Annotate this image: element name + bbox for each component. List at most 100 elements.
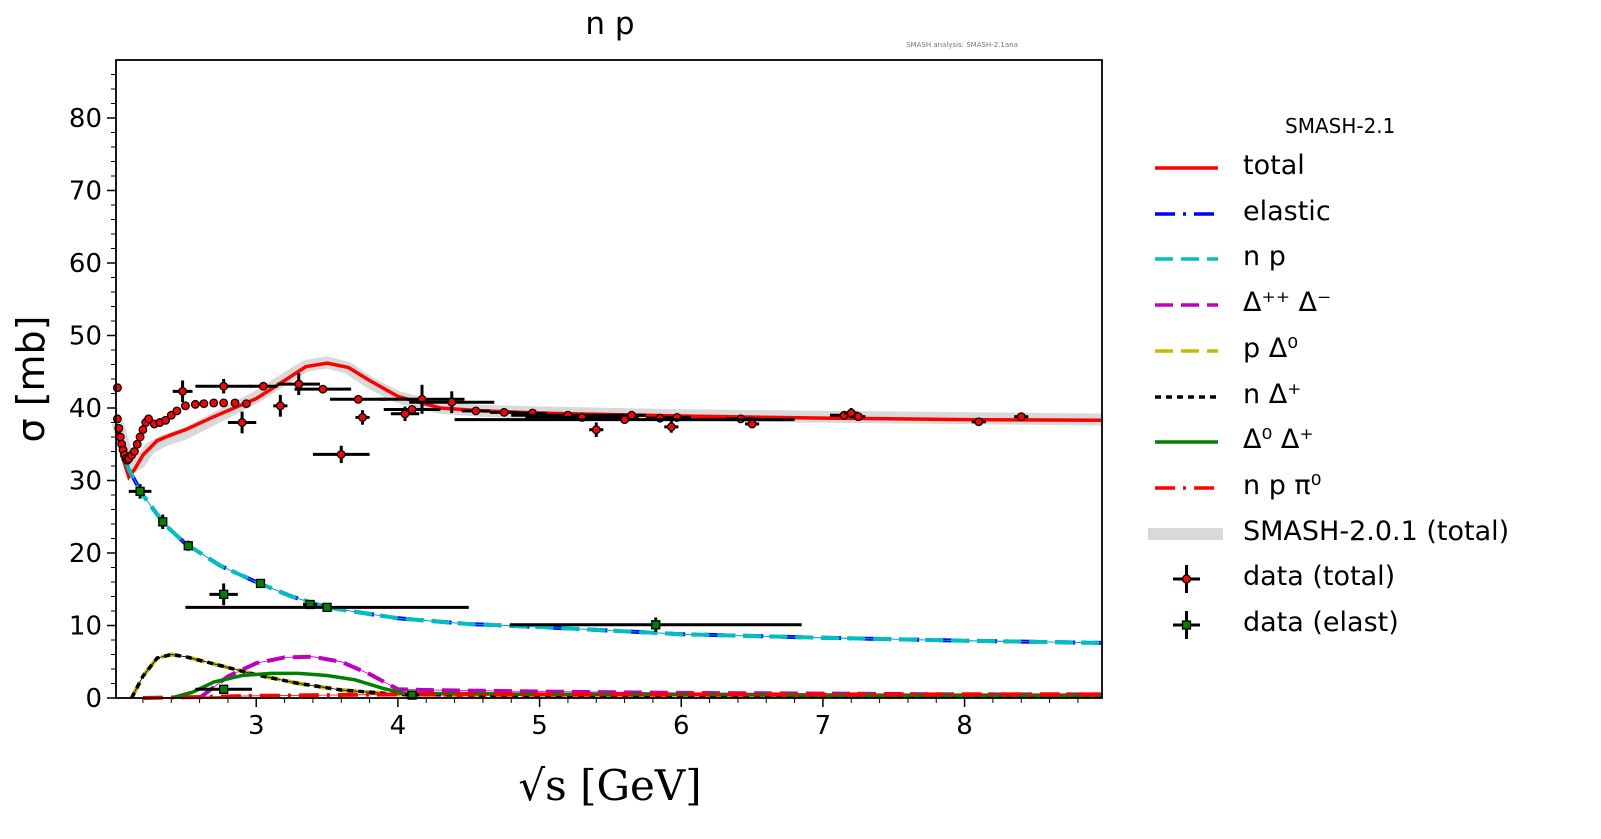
data-point-total	[355, 410, 370, 425]
marker	[666, 422, 676, 432]
data-point-total	[589, 422, 604, 437]
legend-swatch	[1155, 440, 1218, 444]
x-tick-label: 4	[390, 711, 407, 741]
marker	[166, 410, 176, 420]
marker	[237, 418, 247, 427]
legend-label: Δ⁰ Δ⁺	[1243, 424, 1314, 456]
legend-swatch	[1148, 527, 1223, 540]
data-point-total	[490, 407, 519, 417]
marker	[1016, 412, 1026, 422]
marker	[219, 398, 229, 408]
data-point-total	[195, 379, 252, 394]
marker	[178, 386, 188, 396]
legend-swatch	[1155, 486, 1218, 490]
y-tick-label: 80	[69, 104, 102, 134]
series-n-p	[115, 436, 1103, 645]
data-point-total	[135, 432, 145, 442]
data-point-total	[172, 406, 182, 416]
legend-swatch	[1155, 394, 1218, 399]
legend-entry: data (elast)	[1148, 605, 1588, 645]
data-point-total	[219, 398, 229, 408]
legend-label: data (total)	[1243, 561, 1396, 593]
data-point-total	[166, 410, 176, 420]
data-point-total	[454, 415, 795, 425]
y-tick-label: 10	[69, 612, 102, 642]
marker	[183, 541, 193, 551]
data-point-elast	[185, 602, 469, 613]
marker	[112, 414, 122, 424]
marker	[258, 381, 268, 391]
legend-swatch	[1155, 349, 1218, 353]
marker	[407, 405, 417, 414]
data-point-total	[227, 411, 257, 434]
data-point-total	[461, 406, 490, 416]
legend-label: elastic	[1243, 195, 1331, 227]
data-point-total	[209, 398, 219, 408]
y-tick-label: 40	[69, 394, 102, 424]
data-point-total	[241, 399, 251, 409]
data-point-total	[161, 415, 171, 425]
data-point-elast	[128, 484, 152, 499]
data-point-elast	[209, 583, 238, 606]
y-tick-label: 30	[69, 467, 102, 497]
marker	[172, 406, 182, 416]
x-tick-label: 3	[248, 711, 265, 741]
legend-label: p Δ⁰	[1243, 332, 1299, 364]
marker	[112, 383, 122, 393]
series-n-p-thin	[117, 436, 1103, 644]
data-point-total	[1014, 412, 1029, 422]
series-p--thin	[131, 654, 1102, 699]
data-point-total	[115, 432, 125, 442]
data-point-elast	[158, 514, 168, 530]
legend-label: n p	[1243, 241, 1286, 273]
marker	[132, 439, 142, 449]
legend-swatch	[1155, 211, 1218, 216]
data-point-elast	[255, 578, 266, 589]
x-tick-label: 6	[673, 711, 690, 741]
marker	[318, 384, 328, 394]
y-tick-label: 0	[85, 684, 102, 714]
legend-entry: n p	[1148, 239, 1588, 279]
y-tick-label: 70	[69, 177, 102, 207]
legend-entry: SMASH-2.0.1 (total)	[1148, 514, 1588, 554]
series-n-	[130, 652, 1102, 699]
marker	[114, 423, 124, 433]
marker	[627, 410, 637, 420]
x-axis-label: √s [GeV]	[518, 761, 701, 810]
data-point-total	[144, 414, 154, 424]
marker	[135, 486, 145, 497]
chart-annotation: SMASH analysis: SMASH-2.1ana	[906, 41, 1018, 49]
data-point-total	[199, 399, 209, 409]
legend-entry: n Δ⁺	[1148, 377, 1588, 417]
data-point-total	[129, 447, 139, 456]
marker	[219, 684, 229, 694]
marker	[353, 394, 363, 404]
data-point-total	[294, 384, 352, 394]
marker	[190, 399, 200, 409]
marker	[499, 407, 509, 417]
y-tick-label: 50	[69, 322, 102, 352]
legend-label: n p π⁰	[1243, 469, 1322, 501]
marker	[651, 620, 661, 630]
data-point-total	[664, 421, 679, 433]
data-point-total	[149, 419, 159, 429]
data-point-total	[851, 412, 866, 422]
x-tick-label: 7	[815, 711, 832, 741]
legend-label: n Δ⁺	[1243, 378, 1302, 410]
marker	[747, 419, 757, 429]
data-point-total	[249, 381, 278, 391]
legend-swatch	[1173, 611, 1200, 639]
series-p-	[129, 652, 1102, 699]
data-point-total	[312, 445, 370, 464]
data-point-total	[172, 380, 193, 403]
marker	[138, 425, 148, 435]
legend-swatch	[1173, 565, 1200, 594]
marker	[230, 398, 240, 408]
chart-title: n p	[585, 6, 634, 42]
legend-entry: data (total)	[1148, 559, 1588, 599]
data-point-total	[112, 414, 122, 424]
marker	[180, 401, 190, 411]
legend-swatch	[1155, 257, 1218, 262]
marker	[209, 398, 219, 408]
series-n--thin	[131, 654, 1102, 699]
